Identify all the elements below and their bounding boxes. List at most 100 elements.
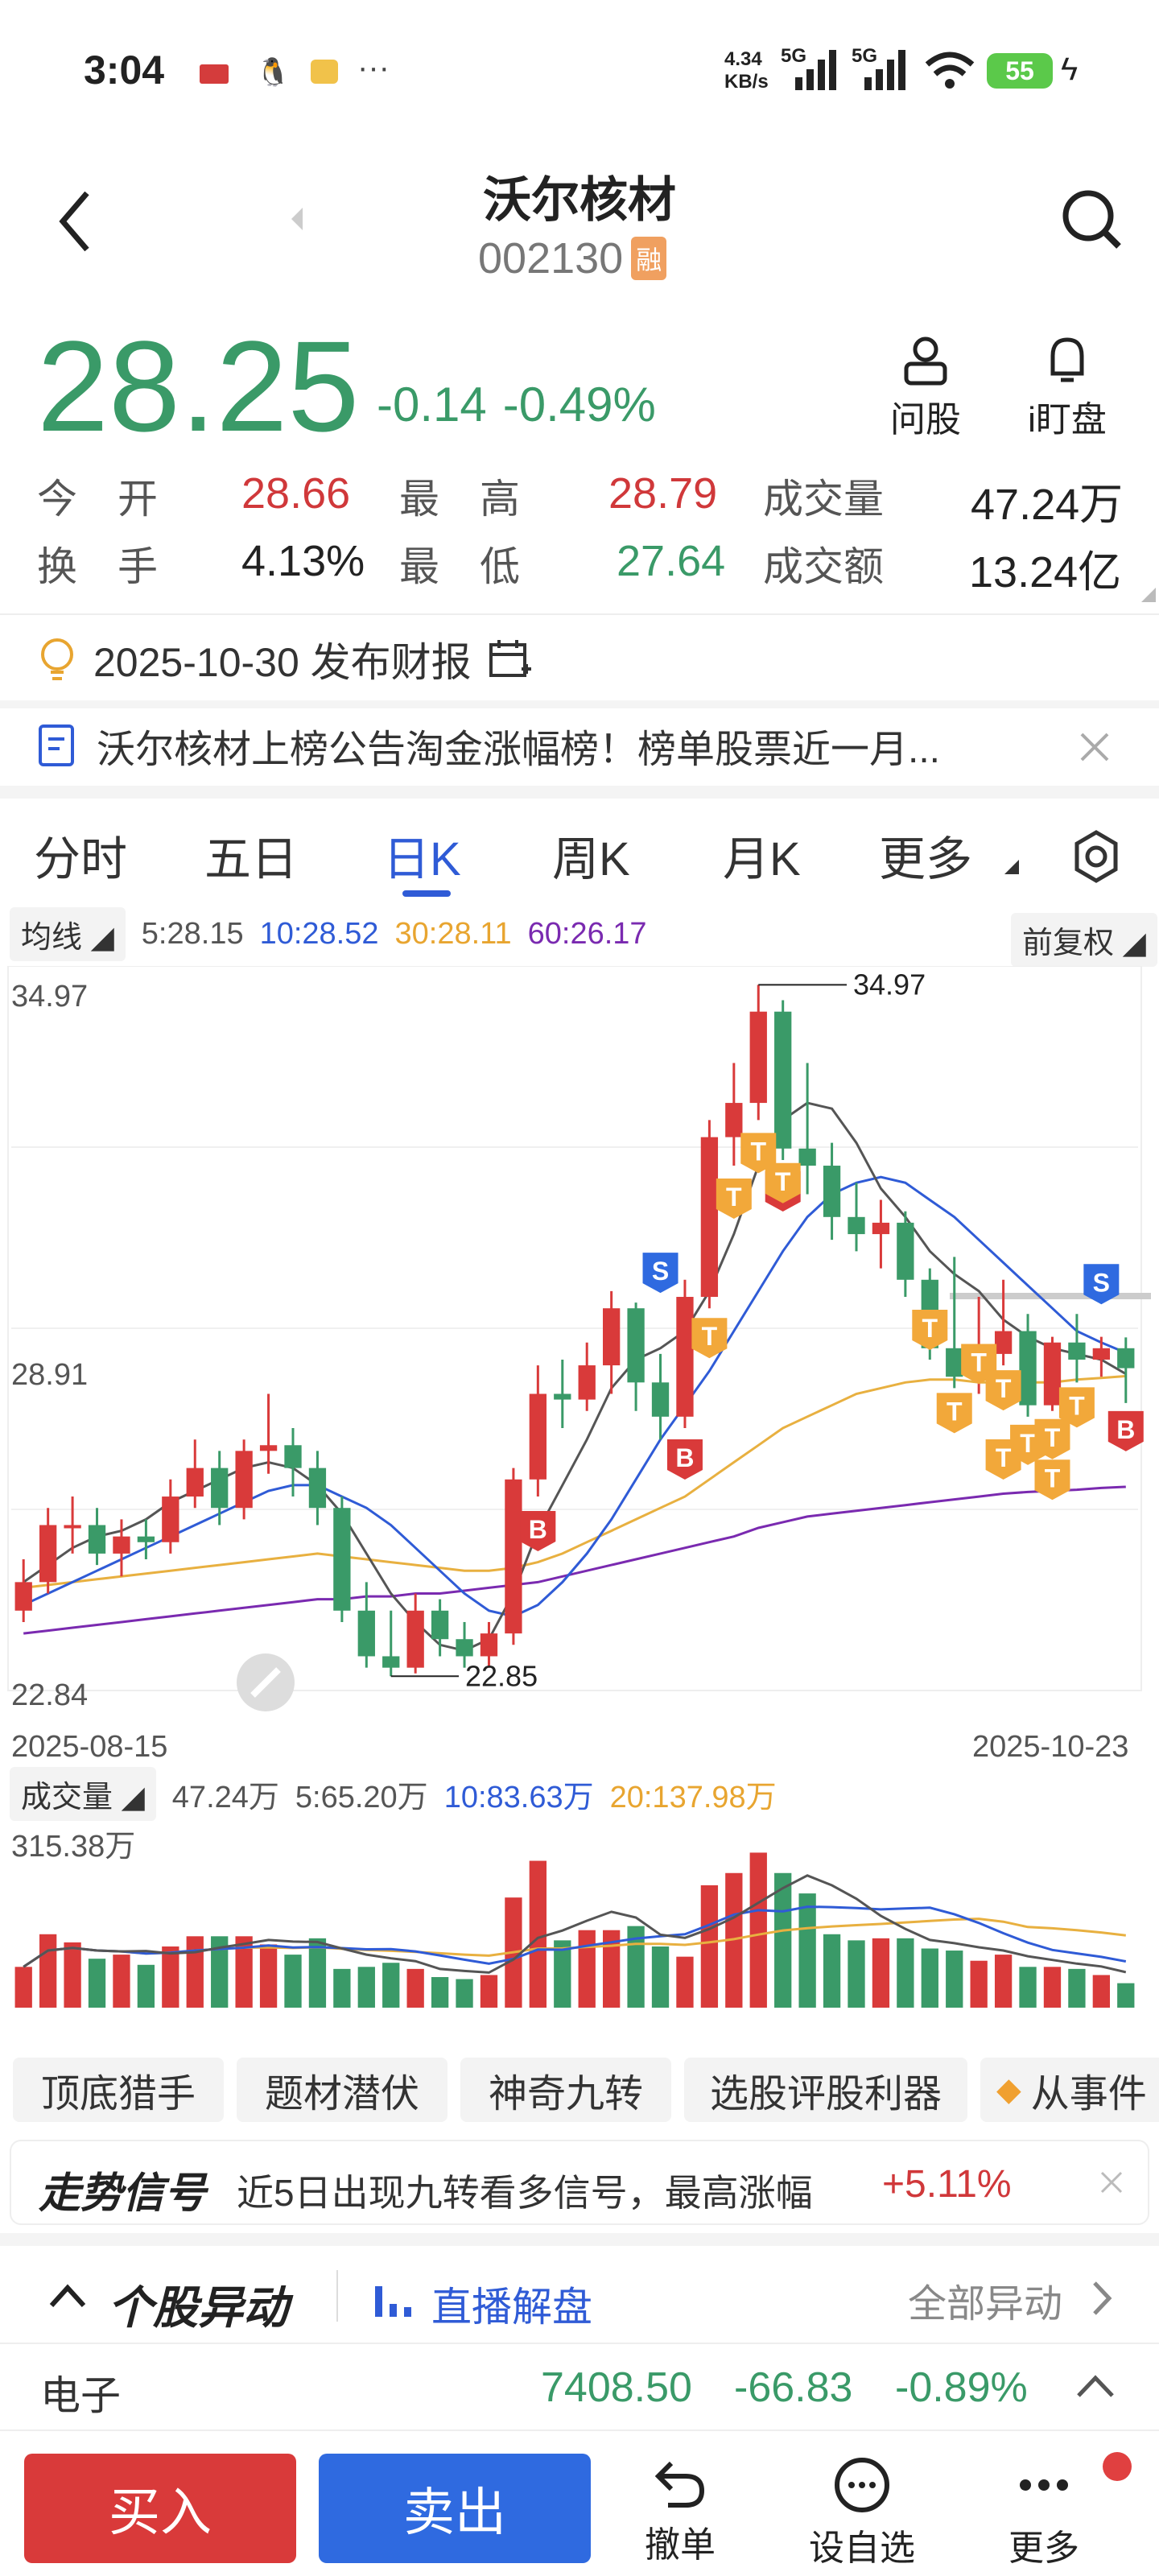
settings-icon[interactable] [1067, 828, 1125, 886]
volume-bar [1092, 1975, 1110, 2008]
candle-body [88, 1525, 106, 1554]
candle [406, 1593, 424, 1674]
change-percent: -0.49% [502, 378, 656, 431]
tool-chip-4[interactable]: ◆ 从事件 [980, 2058, 1159, 2122]
candle-body [480, 1633, 498, 1657]
trade-marker-t: T [1034, 1459, 1070, 1501]
kline-chart[interactable]: BBBBSSTTTTTTTTTTTTT 34.97 28.91 22.84 34… [0, 966, 1159, 1771]
search-icon[interactable] [1059, 187, 1124, 251]
volume-selector[interactable]: 成交量 ◢ [10, 1766, 156, 1821]
marker-letter: T [996, 1443, 1012, 1472]
sell-button[interactable]: 卖出 [319, 2454, 591, 2563]
trade-marker-t: T [985, 1439, 1021, 1480]
trade-marker-b: B [1107, 1410, 1144, 1451]
prev-stock-icon[interactable] [287, 203, 306, 235]
trade-marker-t: T [912, 1309, 948, 1350]
candle [308, 1451, 327, 1525]
candle [211, 1451, 229, 1525]
tab-weekly-k[interactable]: 周K [552, 833, 630, 886]
more-button[interactable]: 更多 [992, 2455, 1096, 2570]
live-link[interactable]: 直播解盘 [431, 2285, 592, 2330]
volume-bar [627, 1926, 645, 2008]
tab-monthly-k[interactable]: 月K [723, 833, 801, 886]
fullscreen-button[interactable] [237, 1653, 295, 1711]
section-gap [0, 700, 1159, 708]
candle [603, 1290, 621, 1394]
volume-bar [798, 1893, 816, 2008]
candle-body [431, 1610, 449, 1640]
tool-chip-0[interactable]: 顶底猎手 [13, 2058, 224, 2122]
tool-chip-3[interactable]: 选股评股利器 [684, 2058, 967, 2122]
tab-more[interactable]: 更多 [879, 833, 973, 886]
tab-intraday[interactable]: 分时 [34, 833, 128, 886]
high-marker-label: 34.97 [853, 968, 926, 1001]
net-5g-label-a: 5G [781, 45, 807, 67]
marker-shape [642, 1253, 678, 1294]
chevron-up-icon[interactable] [1075, 2372, 1116, 2401]
tool-chip-2[interactable]: 神奇九转 [460, 2058, 671, 2122]
candle [1117, 1337, 1135, 1403]
stock-header: 沃尔核材 002130 融 [0, 145, 1159, 314]
volume-bar [333, 1968, 351, 2008]
back-icon[interactable] [52, 185, 100, 258]
candle-body [1117, 1348, 1135, 1368]
tab-daily-k[interactable]: 日K [383, 833, 461, 886]
candle [162, 1479, 179, 1554]
calendar-add-icon[interactable] [488, 637, 533, 682]
volume-bar [88, 1959, 106, 2008]
chevron-right-icon[interactable] [1090, 2280, 1114, 2317]
trade-marker-t: T [691, 1318, 728, 1359]
stat-label-open: 今 开 [37, 477, 158, 522]
report-notice[interactable]: 2025-10-30 发布财报 [37, 631, 533, 687]
live-bars-icon [375, 2286, 411, 2317]
qq-icon: 🐧 [256, 57, 291, 88]
adjust-selector[interactable]: 前复权 ◢ [1011, 913, 1157, 967]
volume-bar [431, 1976, 449, 2008]
volume-bar [946, 1951, 963, 2008]
sector-value: 7408.50 [541, 2364, 692, 2411]
cancel-order-button[interactable]: 撤单 [628, 2455, 732, 2567]
expand-corner-icon[interactable] [1141, 588, 1156, 602]
chart-tabs: 分时 五日 日K 周K 月K 更多 [0, 813, 1159, 897]
signal-icon-2 [864, 50, 905, 90]
marker-shape [985, 1439, 1021, 1480]
volume-bar [921, 1948, 938, 2008]
marker-letter: S [652, 1257, 669, 1286]
candle-body [1092, 1348, 1110, 1360]
candle-body [357, 1610, 375, 1657]
volume-chart[interactable]: 315.38万 [0, 1821, 1159, 2014]
trade-marker-t: T [765, 1162, 801, 1203]
tab-five-day[interactable]: 五日 [204, 833, 299, 886]
stat-value-high: 28.79 [608, 469, 718, 518]
marker-letter: T [1020, 1429, 1036, 1458]
signal-close-icon[interactable] [1099, 2170, 1124, 2194]
candle [505, 1468, 522, 1645]
marker-shape [1034, 1459, 1070, 1501]
candle [578, 1342, 596, 1411]
ma-selector[interactable]: 均线 ◢ [10, 906, 126, 961]
sector-row[interactable]: 电子 7408.50 -66.83 -0.89% [0, 2344, 1159, 2425]
ask-stock-button[interactable]: 问股 [885, 335, 966, 442]
close-icon[interactable] [1079, 731, 1111, 763]
candle-body [897, 1222, 914, 1280]
volume-bar [211, 1936, 229, 2008]
marker-letter: T [1045, 1463, 1061, 1492]
volume-bar [529, 1860, 547, 2008]
buy-button[interactable]: 买入 [24, 2454, 296, 2563]
collapse-icon[interactable] [48, 2281, 87, 2310]
watch-button[interactable]: i盯盘 [1019, 335, 1116, 442]
announcement-notice[interactable]: 沃尔核材上榜公告淘金涨幅榜！榜单股票近一月... [37, 713, 1124, 778]
status-time: 3:04 [84, 47, 165, 93]
candle [554, 1359, 571, 1429]
ma30-line [23, 1375, 1126, 1589]
y-max-label: 34.97 [11, 980, 88, 1013]
add-watchlist-button[interactable]: 设自选 [802, 2455, 922, 2570]
all-anomaly-link[interactable]: 全部异动 [908, 2283, 1063, 2326]
tool-chip-1[interactable]: 题材潜伏 [237, 2058, 448, 2122]
trend-signal-card[interactable]: 走势信号 近5日出现九转看多信号，最高涨幅 +5.11% [10, 2140, 1149, 2225]
volume-ma20: 20:137.98万 [609, 1780, 777, 1814]
low-marker-label: 22.85 [465, 1659, 538, 1692]
volume-bar: 成交量 ◢ 47.24万 5:65.20万 10:83.63万 20:137.9… [10, 1766, 777, 1821]
volume-bar [749, 1852, 767, 2008]
marker-shape [765, 1162, 801, 1203]
